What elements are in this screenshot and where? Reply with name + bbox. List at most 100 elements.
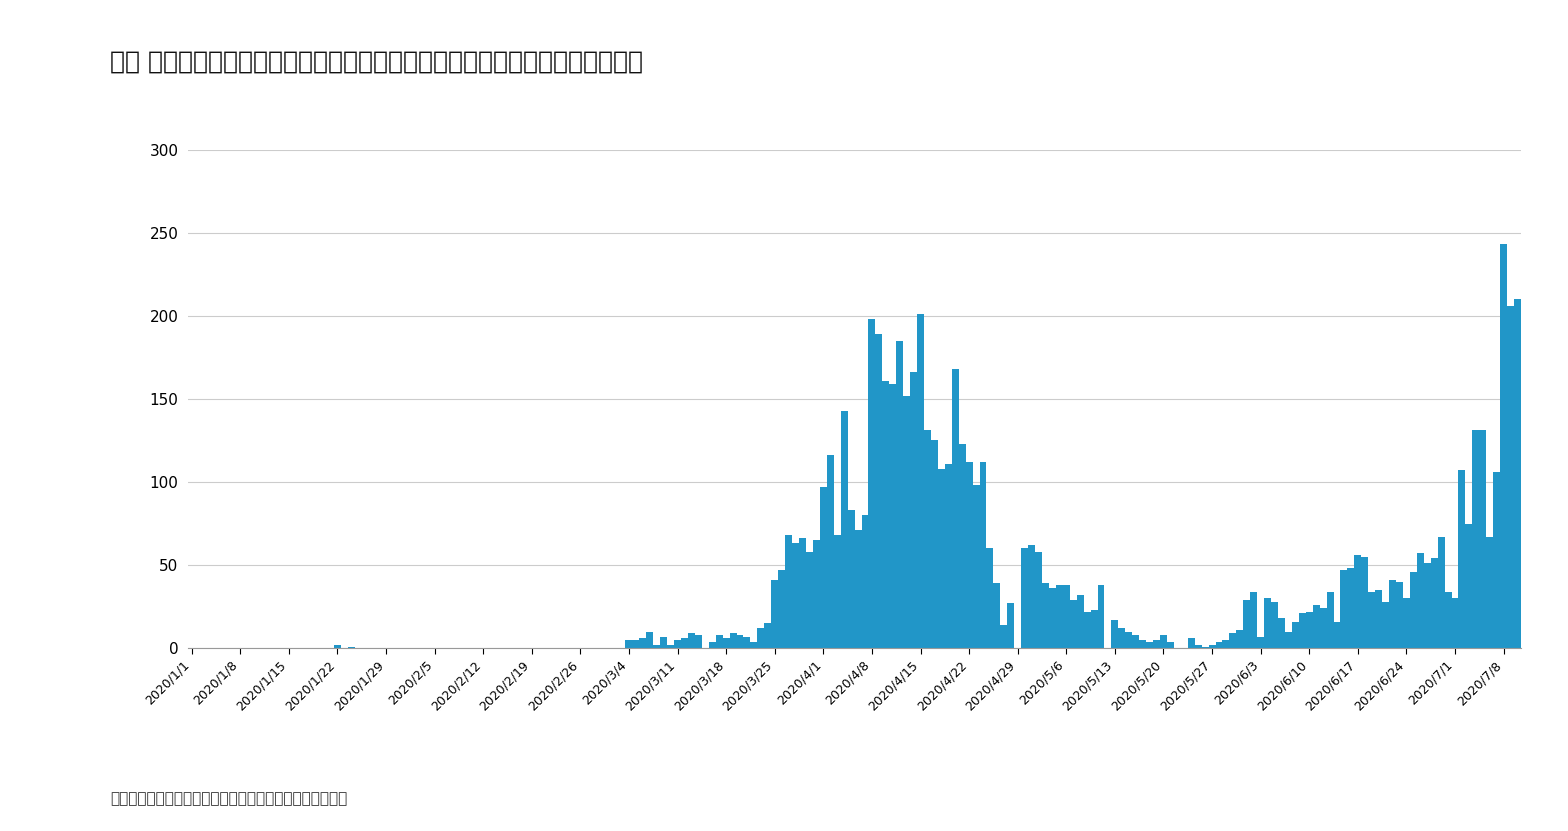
Bar (1132, 635, 1140, 648)
Bar (695, 635, 702, 648)
Bar (855, 530, 861, 648)
Bar (1410, 572, 1417, 648)
Bar (1189, 638, 1195, 648)
Bar (1167, 642, 1174, 648)
Bar (1417, 553, 1424, 648)
Bar (966, 462, 972, 648)
Bar (1250, 592, 1258, 648)
Bar (972, 485, 980, 648)
Bar (1389, 580, 1396, 648)
Bar (1501, 244, 1507, 648)
Bar (917, 314, 924, 648)
Bar (632, 640, 640, 648)
Bar (903, 396, 909, 648)
Bar (1063, 585, 1069, 648)
Bar (1229, 633, 1236, 648)
Bar (1452, 598, 1458, 648)
Bar (743, 637, 751, 648)
Bar (792, 543, 800, 648)
Bar (980, 462, 986, 648)
Bar (812, 540, 820, 648)
Bar (1298, 613, 1306, 648)
Bar (931, 440, 938, 648)
Bar (646, 632, 654, 648)
Bar (1243, 600, 1250, 648)
Bar (1424, 563, 1430, 648)
Bar (848, 510, 855, 648)
Bar (889, 384, 897, 648)
Bar (1333, 622, 1341, 648)
Bar (757, 628, 764, 648)
Bar (737, 635, 743, 648)
Bar (1486, 537, 1493, 648)
Text: 図表 ３：東京都の新型コロナウイルス感染症新規患者に関する報告件数の推移: 図表 ３：東京都の新型コロナウイルス感染症新規患者に関する報告件数の推移 (110, 50, 643, 74)
Bar (952, 369, 958, 648)
Bar (1195, 645, 1201, 648)
Bar (751, 642, 757, 648)
Bar (1083, 612, 1091, 648)
Bar (1146, 642, 1152, 648)
Bar (1381, 602, 1389, 648)
Bar (1430, 558, 1438, 648)
Bar (958, 444, 966, 648)
Bar (1466, 524, 1472, 648)
Text: （出所）東京都のデータをもとにニッセイ基礎研究所作成: （出所）東京都のデータをもとにニッセイ基礎研究所作成 (110, 791, 347, 806)
Bar (1140, 640, 1146, 648)
Bar (1403, 598, 1410, 648)
Bar (1312, 605, 1320, 648)
Bar (1029, 545, 1035, 648)
Bar (826, 455, 834, 648)
Bar (1112, 620, 1118, 648)
Bar (666, 645, 674, 648)
Bar (1493, 472, 1501, 648)
Bar (1069, 600, 1077, 648)
Bar (1341, 570, 1347, 648)
Bar (681, 638, 688, 648)
Bar (771, 580, 778, 648)
Bar (1007, 603, 1014, 648)
Bar (1258, 637, 1264, 648)
Bar (1438, 537, 1444, 648)
Bar (946, 464, 952, 648)
Bar (1118, 628, 1126, 648)
Bar (883, 381, 889, 648)
Bar (1278, 618, 1284, 648)
Bar (1035, 552, 1043, 648)
Bar (938, 469, 946, 648)
Bar (786, 535, 792, 648)
Bar (1236, 630, 1243, 648)
Bar (723, 638, 729, 648)
Bar (348, 647, 354, 648)
Bar (994, 583, 1000, 648)
Bar (1091, 610, 1098, 648)
Bar (715, 635, 723, 648)
Bar (640, 638, 646, 648)
Bar (1098, 585, 1104, 648)
Bar (1361, 557, 1369, 648)
Bar (840, 411, 848, 648)
Bar (1479, 430, 1486, 648)
Bar (1209, 645, 1215, 648)
Bar (1347, 568, 1355, 648)
Bar (1000, 625, 1007, 648)
Bar (1284, 632, 1292, 648)
Bar (654, 645, 660, 648)
Bar (334, 645, 340, 648)
Bar (674, 640, 681, 648)
Bar (1396, 582, 1403, 648)
Bar (1077, 595, 1083, 648)
Bar (861, 515, 869, 648)
Bar (1355, 555, 1361, 648)
Bar (764, 623, 771, 648)
Bar (626, 640, 632, 648)
Bar (1126, 632, 1132, 648)
Bar (778, 570, 786, 648)
Bar (897, 341, 903, 648)
Bar (1264, 598, 1272, 648)
Bar (869, 319, 875, 648)
Bar (1049, 588, 1055, 648)
Bar (1292, 622, 1298, 648)
Bar (1152, 640, 1160, 648)
Bar (986, 548, 994, 648)
Bar (1515, 299, 1521, 648)
